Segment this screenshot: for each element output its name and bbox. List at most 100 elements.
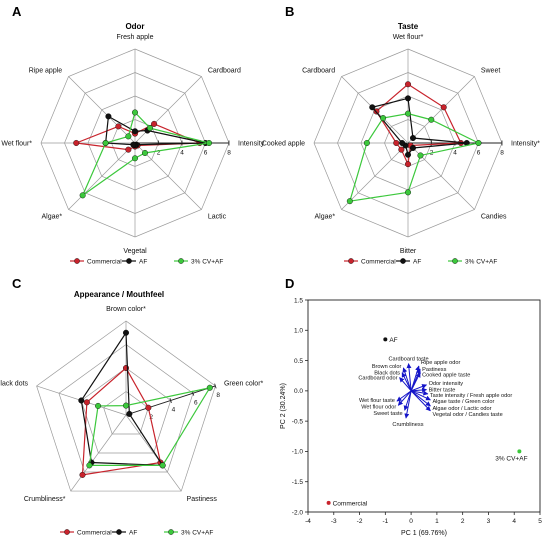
- data-point-3-cv-af: [206, 139, 213, 146]
- data-point-3-cv-af: [363, 139, 370, 146]
- radar-grid-ring: [80, 367, 172, 454]
- score-label-commercial: Commercial: [333, 500, 368, 507]
- legend-label-af: AF: [413, 259, 421, 266]
- panel-letter-c: C: [12, 276, 22, 291]
- radar-tick-label: 8: [227, 150, 231, 157]
- data-point-3-cv-af: [417, 152, 424, 159]
- x-tick-label: 5: [538, 518, 542, 525]
- radar-spoke: [68, 142, 136, 210]
- data-point-3-cv-af: [146, 125, 153, 132]
- loading-vector-taste-intensity-fresh-apple-odor: [411, 390, 429, 396]
- radar-tick-label: 4: [172, 407, 176, 414]
- data-point-af: [369, 104, 376, 111]
- axis-label-sweet: Sweet: [481, 68, 501, 75]
- axis-label-wet-flour: Wet flour*: [1, 141, 32, 148]
- chart-title-taste: Taste: [398, 22, 419, 31]
- loading-vector-bitter-taste: [411, 387, 428, 393]
- axis-label-cardboard: Cardboard: [302, 68, 335, 75]
- y-tick-label: -2.0: [292, 509, 304, 516]
- legend-marker-af: [400, 258, 406, 264]
- axis-label-fresh-apple: Fresh apple: [117, 34, 154, 41]
- radar-tick-label: 4: [180, 150, 184, 157]
- legend-label-3-cv-af: 3% CV+AF: [465, 259, 497, 266]
- data-point-commercial: [393, 139, 400, 146]
- x-tick-label: 4: [512, 518, 516, 525]
- data-point-af: [405, 95, 412, 102]
- data-point-commercial: [145, 404, 152, 411]
- loading-vector-odor-intensity: [410, 384, 428, 392]
- loading-vector-cooked-apple-taste: [410, 372, 421, 392]
- loading-vector-wet-flour-odor: [397, 390, 412, 406]
- loading-label-sweet-taste: Sweet taste: [373, 411, 402, 417]
- loading-vector-brown-color: [402, 367, 412, 392]
- data-point-3-cv-af: [206, 384, 213, 391]
- data-point-af: [126, 410, 133, 417]
- radar-grid-ring: [103, 391, 149, 435]
- radar-grid-ring: [36, 320, 216, 492]
- loading-label-wet-flour-taste: Wet flour taste: [359, 398, 395, 404]
- data-point-3-cv-af: [380, 115, 387, 122]
- loading-label-bitter-taste: Bitter taste: [429, 388, 456, 394]
- data-point-af: [78, 397, 85, 404]
- x-tick-label: -1: [382, 518, 388, 525]
- pca-biplot: -4 -3 -2 -1 0 1 2 3 4 5 -2.0 -1.5 -1.0 -0.5 0.0 0.5 1.0 1…: [280, 297, 542, 537]
- loading-vector-algae-taste-green-color: [410, 390, 431, 401]
- data-point-3-cv-af: [86, 462, 93, 469]
- data-point-3-cv-af: [131, 155, 138, 162]
- panel-letter-d: D: [285, 276, 294, 291]
- loading-vector-wet-flour-taste: [396, 390, 412, 402]
- data-point-af: [130, 141, 137, 148]
- series-line-3-cv-af: [349, 113, 481, 202]
- axis-label-intensity: Intensity*: [511, 141, 540, 148]
- chart-title-appearance: Appearance / Mouthfeel: [74, 290, 164, 299]
- loading-label-brown-color: Brown color: [372, 364, 402, 370]
- data-point-3-cv-af: [131, 109, 138, 116]
- data-point-commercial: [151, 120, 158, 127]
- radar-grid-ring: [58, 344, 194, 473]
- axis-label-vegetal: Vegetal: [123, 248, 147, 255]
- loading-label-cooked-apple-taste: Cooked apple taste: [422, 373, 470, 379]
- legend-label-af: AF: [129, 530, 137, 537]
- data-point-af: [409, 144, 416, 151]
- data-point-3-cv-af: [405, 110, 412, 117]
- legend-marker-commercial: [64, 529, 70, 535]
- loading-label-pastiness: Pastiness: [422, 367, 446, 373]
- data-point-commercial: [115, 123, 122, 130]
- data-point-3-cv-af: [475, 139, 482, 146]
- data-point-3-cv-af: [125, 133, 132, 140]
- axis-label-cooked-apple: Cooked apple: [262, 141, 305, 148]
- data-point-3-cv-af: [405, 189, 412, 196]
- x-tick-label: 0: [409, 518, 413, 525]
- radar-tick-label: 4: [453, 150, 457, 157]
- chart-title-odor: Odor: [125, 22, 144, 31]
- loading-label-odor-intensity: Odor intensity: [429, 381, 464, 387]
- radar-tick-label: 8: [500, 150, 504, 157]
- plot-frame: [307, 299, 541, 513]
- radar-tick-mark: [214, 383, 217, 389]
- x-tick-label: -4: [305, 518, 311, 525]
- radar-tick-mark: [169, 397, 172, 403]
- radar-spoke: [68, 76, 136, 144]
- legend-marker-af: [116, 529, 122, 535]
- axis-label-cardboard: Cardboard: [208, 68, 241, 75]
- data-point-commercial: [405, 81, 412, 88]
- axis-label-green-color: Green color*: [224, 381, 264, 388]
- loading-label-cardboard-taste: Cardboard taste: [388, 357, 428, 363]
- y-tick-label: 1.0: [294, 328, 303, 335]
- loading-vector-cardboard-odor: [399, 377, 412, 392]
- axis-label-lactic: Lactic: [208, 213, 227, 220]
- legend-label-3-cv-af: 3% CV+AF: [191, 259, 223, 266]
- axis-label-algae: Algae*: [315, 213, 336, 220]
- radar-tick-label: 6: [477, 150, 481, 157]
- panel-letter-b: B: [285, 4, 294, 19]
- data-point-3-cv-af: [159, 462, 166, 469]
- axis-label-candies: Candies: [481, 213, 507, 220]
- data-point-commercial: [405, 161, 412, 168]
- score-point-3-cv-af: [517, 449, 522, 454]
- radar-spoke: [125, 414, 182, 492]
- y-tick-label: 0.0: [294, 388, 303, 395]
- series-line-3-cv-af: [88, 386, 212, 466]
- panel-letter-a: A: [12, 4, 22, 19]
- y-tick-label: -1.0: [292, 449, 304, 456]
